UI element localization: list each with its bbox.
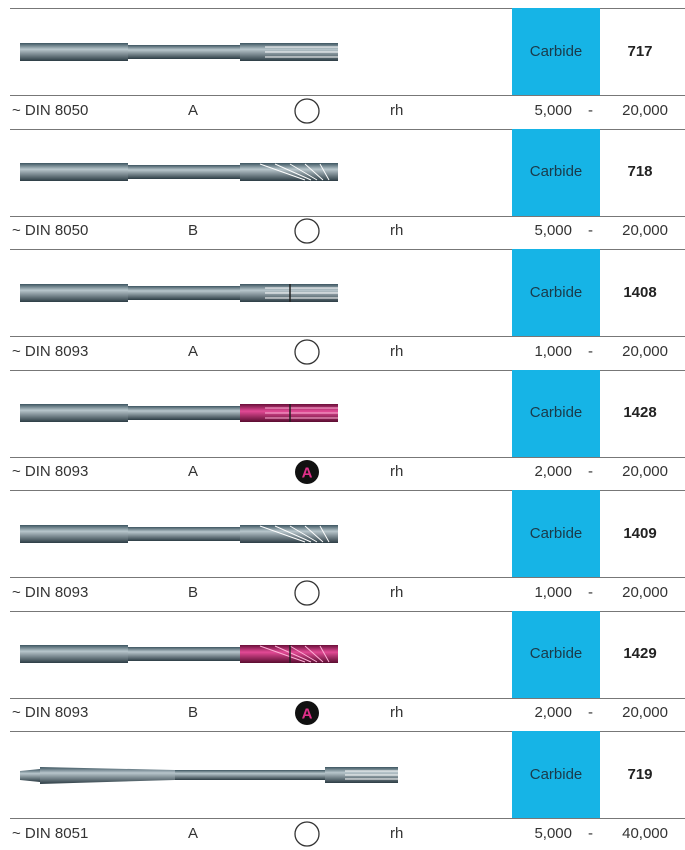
range-max: 20,000 (600, 583, 668, 603)
icon-label: A (302, 706, 313, 723)
coating-icon (293, 217, 321, 245)
standard: ~ DIN 8051 (12, 824, 88, 844)
range-separator: - (588, 824, 593, 844)
range-min: 1,000 (490, 342, 572, 362)
range-min: 5,000 (490, 101, 572, 121)
form: B (188, 221, 198, 241)
range-max: 40,000 (600, 824, 668, 844)
product-number: 1428 (600, 403, 680, 423)
direction: rh (390, 462, 403, 482)
material: Carbide (512, 42, 600, 62)
row-line (10, 818, 685, 819)
tool-image (15, 514, 415, 554)
range-min: 2,000 (490, 462, 572, 482)
range-max: 20,000 (600, 462, 668, 482)
product-number: 1408 (600, 283, 680, 303)
range-separator: - (588, 583, 593, 603)
standard: ~ DIN 8050 (12, 221, 88, 241)
coating-icon (293, 97, 321, 125)
material: Carbide (512, 765, 600, 785)
range-separator: - (588, 342, 593, 362)
row-line (10, 95, 685, 96)
form: A (188, 824, 198, 844)
standard: ~ DIN 8093 (12, 462, 88, 482)
range-max: 20,000 (600, 101, 668, 121)
standard: ~ DIN 8093 (12, 703, 88, 723)
product-number: 719 (600, 765, 680, 785)
tool-image (15, 273, 415, 313)
range-separator: - (588, 221, 593, 241)
range-min: 5,000 (490, 824, 572, 844)
direction: rh (390, 703, 403, 723)
range-max: 20,000 (600, 342, 668, 362)
product-number: 1409 (600, 524, 680, 544)
row-line (10, 577, 685, 578)
standard: ~ DIN 8093 (12, 342, 88, 362)
tool-image (15, 393, 415, 433)
coating-icon (293, 579, 321, 607)
form: A (188, 101, 198, 121)
range-separator: - (588, 101, 593, 121)
direction: rh (390, 583, 403, 603)
product-number: 1429 (600, 644, 680, 664)
form: B (188, 703, 198, 723)
direction: rh (390, 342, 403, 362)
direction: rh (390, 101, 403, 121)
standard: ~ DIN 8093 (12, 583, 88, 603)
coating-icon (293, 820, 321, 848)
product-number: 718 (600, 162, 680, 182)
tool-image (15, 32, 415, 72)
material: Carbide (512, 162, 600, 182)
material: Carbide (512, 283, 600, 303)
form: A (188, 462, 198, 482)
range-separator: - (588, 462, 593, 482)
row-line (10, 216, 685, 217)
icon-label: A (302, 465, 313, 482)
coating-icon: A (293, 699, 321, 727)
direction: rh (390, 824, 403, 844)
range-separator: - (588, 703, 593, 723)
range-min: 5,000 (490, 221, 572, 241)
tool-image (15, 634, 415, 674)
range-max: 20,000 (600, 221, 668, 241)
row-line (10, 457, 685, 458)
form: A (188, 342, 198, 362)
product-number: 717 (600, 42, 680, 62)
form: B (188, 583, 198, 603)
range-min: 2,000 (490, 703, 572, 723)
material: Carbide (512, 524, 600, 544)
row-line (10, 698, 685, 699)
direction: rh (390, 221, 403, 241)
material: Carbide (512, 403, 600, 423)
tool-image (15, 152, 415, 192)
coating-icon (293, 338, 321, 366)
coating-icon: A (293, 458, 321, 486)
material: Carbide (512, 644, 600, 664)
row-line (10, 336, 685, 337)
catalog-page: Carbide717~ DIN 8050Arh5,000-20,000Carbi… (0, 0, 685, 850)
standard: ~ DIN 8050 (12, 101, 88, 121)
range-max: 20,000 (600, 703, 668, 723)
range-min: 1,000 (490, 583, 572, 603)
tool-image (15, 755, 415, 795)
